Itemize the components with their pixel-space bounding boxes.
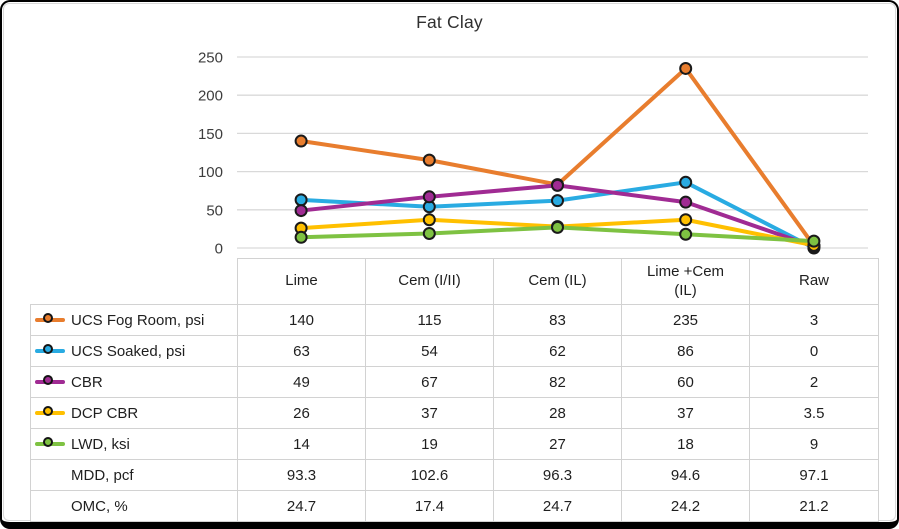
table-cell: 63 — [237, 335, 366, 367]
data-point-marker — [422, 190, 436, 204]
table-cell: 24.7 — [237, 490, 366, 522]
data-point-marker — [679, 195, 693, 209]
row-label: UCS Soaked, psi — [71, 342, 186, 360]
row-label-cell: MDD, pcf — [30, 459, 238, 491]
row-label: UCS Fog Room, psi — [71, 311, 205, 329]
row-label: MDD, pcf — [71, 466, 134, 484]
y-tick-label: 50 — [206, 202, 223, 219]
table-cell: 82 — [493, 366, 622, 398]
data-point-marker — [294, 230, 308, 244]
table-cell: 60 — [621, 366, 750, 398]
legend-key-ucs-fog-room — [33, 313, 69, 327]
table-cell: 27 — [493, 428, 622, 460]
table-cell: 102.6 — [365, 459, 494, 491]
data-table: Lime Cem (I/II) Cem (IL) Lime +Cem (IL) … — [30, 258, 879, 522]
table-cell: 24.7 — [493, 490, 622, 522]
data-point-marker — [551, 220, 564, 234]
legend-key-spacer — [33, 468, 69, 482]
table-cell: 18 — [621, 428, 750, 460]
table-row-ucs-fog-room: UCS Fog Room, psi 140 115 83 235 3 — [30, 304, 879, 336]
legend-key-dcp-cbr — [33, 406, 69, 420]
table-corner-cell — [31, 259, 238, 305]
table-cell: 96.3 — [493, 459, 622, 491]
data-point-marker — [679, 61, 693, 75]
table-cell: 67 — [365, 366, 494, 398]
table-row-omc: OMC, % 24.7 17.4 24.7 24.2 21.2 — [30, 490, 879, 522]
y-tick-label: 100 — [198, 164, 223, 181]
data-point-marker — [294, 193, 308, 207]
column-header-cem-il: Cem (IL) — [493, 258, 622, 305]
row-label: CBR — [71, 373, 103, 391]
table-cell: 62 — [493, 335, 622, 367]
row-label-cell: OMC, % — [30, 490, 238, 522]
table-cell: 37 — [365, 397, 494, 429]
legend-key-cbr — [33, 375, 69, 389]
column-header-raw: Raw — [749, 258, 879, 305]
y-tick-label: 250 — [198, 50, 223, 67]
table-row-dcp-cbr: DCP CBR 26 37 28 37 3.5 — [30, 397, 879, 429]
row-label-cell: UCS Fog Room, psi — [30, 304, 238, 336]
table-cell: 37 — [621, 397, 750, 429]
table-cell: 3 — [749, 304, 879, 336]
row-label-cell: UCS Soaked, psi — [30, 335, 238, 367]
column-header-lime: Lime — [237, 258, 366, 305]
table-cell: 54 — [365, 335, 494, 367]
y-tick-label: 0 — [215, 241, 223, 258]
table-cell: 93.3 — [237, 459, 366, 491]
legend-key-lwd — [33, 437, 69, 451]
table-header-row: Lime Cem (I/II) Cem (IL) Lime +Cem (IL) … — [31, 258, 879, 305]
row-label-cell: CBR — [30, 366, 238, 398]
data-point-marker — [679, 175, 693, 189]
data-point-marker — [422, 153, 436, 167]
table-row-mdd: MDD, pcf 93.3 102.6 96.3 94.6 97.1 — [30, 459, 879, 491]
row-label: LWD, ksi — [71, 435, 130, 453]
data-point-marker — [807, 234, 821, 248]
row-label-cell: LWD, ksi — [30, 428, 238, 460]
y-tick-label: 150 — [198, 126, 223, 143]
table-cell: 14 — [237, 428, 366, 460]
data-point-marker — [294, 204, 308, 218]
table-cell: 21.2 — [749, 490, 879, 522]
table-row-cbr: CBR 49 67 82 60 2 — [30, 366, 879, 398]
data-point-marker — [551, 194, 564, 208]
table-cell: 49 — [237, 366, 366, 398]
data-point-marker — [422, 226, 436, 240]
table-cell: 3.5 — [749, 397, 879, 429]
table-cell: 86 — [621, 335, 750, 367]
table-cell: 24.2 — [621, 490, 750, 522]
data-point-marker — [679, 213, 693, 227]
table-cell: 0 — [749, 335, 879, 367]
table-cell: 2 — [749, 366, 879, 398]
table-cell: 9 — [749, 428, 879, 460]
column-header-cem-i-ii: Cem (I/II) — [365, 258, 494, 305]
table-cell: 140 — [237, 304, 366, 336]
data-point-marker — [294, 134, 308, 148]
table-cell: 94.6 — [621, 459, 750, 491]
legend-key-spacer — [33, 499, 69, 513]
table-cell: 17.4 — [365, 490, 494, 522]
table-cell: 97.1 — [749, 459, 879, 491]
table-cell: 235 — [621, 304, 750, 336]
table-cell: 19 — [365, 428, 494, 460]
table-cell: 28 — [493, 397, 622, 429]
chart-title: Fat Clay — [416, 12, 483, 32]
y-tick-label: 200 — [198, 88, 223, 105]
table-cell: 83 — [493, 304, 622, 336]
data-point-marker — [422, 213, 436, 227]
row-label: DCP CBR — [71, 404, 139, 422]
table-cell: 115 — [365, 304, 494, 336]
row-label: OMC, % — [71, 497, 128, 515]
table-cell: 26 — [237, 397, 366, 429]
table-row-lwd: LWD, ksi 14 19 27 18 9 — [30, 428, 879, 460]
legend-key-ucs-soaked — [33, 344, 69, 358]
data-point-marker — [551, 178, 564, 192]
column-header-lime-cem-il: Lime +Cem (IL) — [621, 258, 750, 305]
data-point-marker — [679, 227, 693, 241]
row-label-cell: DCP CBR — [30, 397, 238, 429]
chart-plot: 0 50 100 150 200 250 — [198, 50, 868, 258]
table-row-ucs-soaked: UCS Soaked, psi 63 54 62 86 0 — [30, 335, 879, 367]
